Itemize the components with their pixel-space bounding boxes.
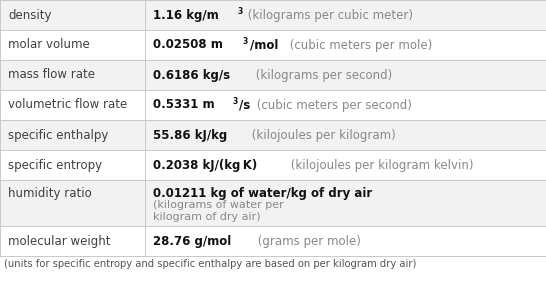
Text: (cubic meters per second): (cubic meters per second) (253, 99, 412, 111)
Text: density: density (8, 9, 51, 21)
Text: (kilojoules per kilogram kelvin): (kilojoules per kilogram kelvin) (287, 159, 474, 171)
Text: (kilojoules per kilogram): (kilojoules per kilogram) (248, 129, 396, 141)
Text: specific enthalpy: specific enthalpy (8, 129, 108, 141)
Text: (cubic meters per mole): (cubic meters per mole) (286, 39, 432, 51)
Text: (kilograms per cubic meter): (kilograms per cubic meter) (244, 9, 413, 21)
Text: (grams per mole): (grams per mole) (254, 235, 360, 247)
Text: /mol: /mol (250, 39, 278, 51)
Text: molecular weight: molecular weight (8, 235, 110, 247)
Text: 0.6186 kg/s: 0.6186 kg/s (153, 69, 230, 81)
Text: 3: 3 (232, 97, 238, 105)
Text: mass flow rate: mass flow rate (8, 69, 95, 81)
Text: 1.16 kg/m: 1.16 kg/m (153, 9, 218, 21)
Text: /s: /s (239, 99, 250, 111)
Text: humidity ratio: humidity ratio (8, 187, 92, 200)
Text: (units for specific entropy and specific enthalpy are based on per kilogram dry : (units for specific entropy and specific… (4, 259, 417, 269)
Text: 0.01211 kg of water/kg of dry air: 0.01211 kg of water/kg of dry air (153, 187, 372, 200)
Text: (kilograms of water per
kilogram of dry air): (kilograms of water per kilogram of dry … (153, 200, 283, 222)
Text: 0.5331 m: 0.5331 m (153, 99, 215, 111)
Text: molar volume: molar volume (8, 39, 90, 51)
Text: 28.76 g/mol: 28.76 g/mol (153, 235, 231, 247)
Text: volumetric flow rate: volumetric flow rate (8, 99, 127, 111)
Text: specific entropy: specific entropy (8, 159, 102, 171)
Text: 0.2038 kJ/(kg K): 0.2038 kJ/(kg K) (153, 159, 257, 171)
Text: (kilograms per second): (kilograms per second) (252, 69, 393, 81)
Text: 3: 3 (238, 7, 243, 15)
Text: 3: 3 (243, 37, 248, 45)
Text: 55.86 kJ/kg: 55.86 kJ/kg (153, 129, 227, 141)
Text: 0.02508 m: 0.02508 m (153, 39, 223, 51)
